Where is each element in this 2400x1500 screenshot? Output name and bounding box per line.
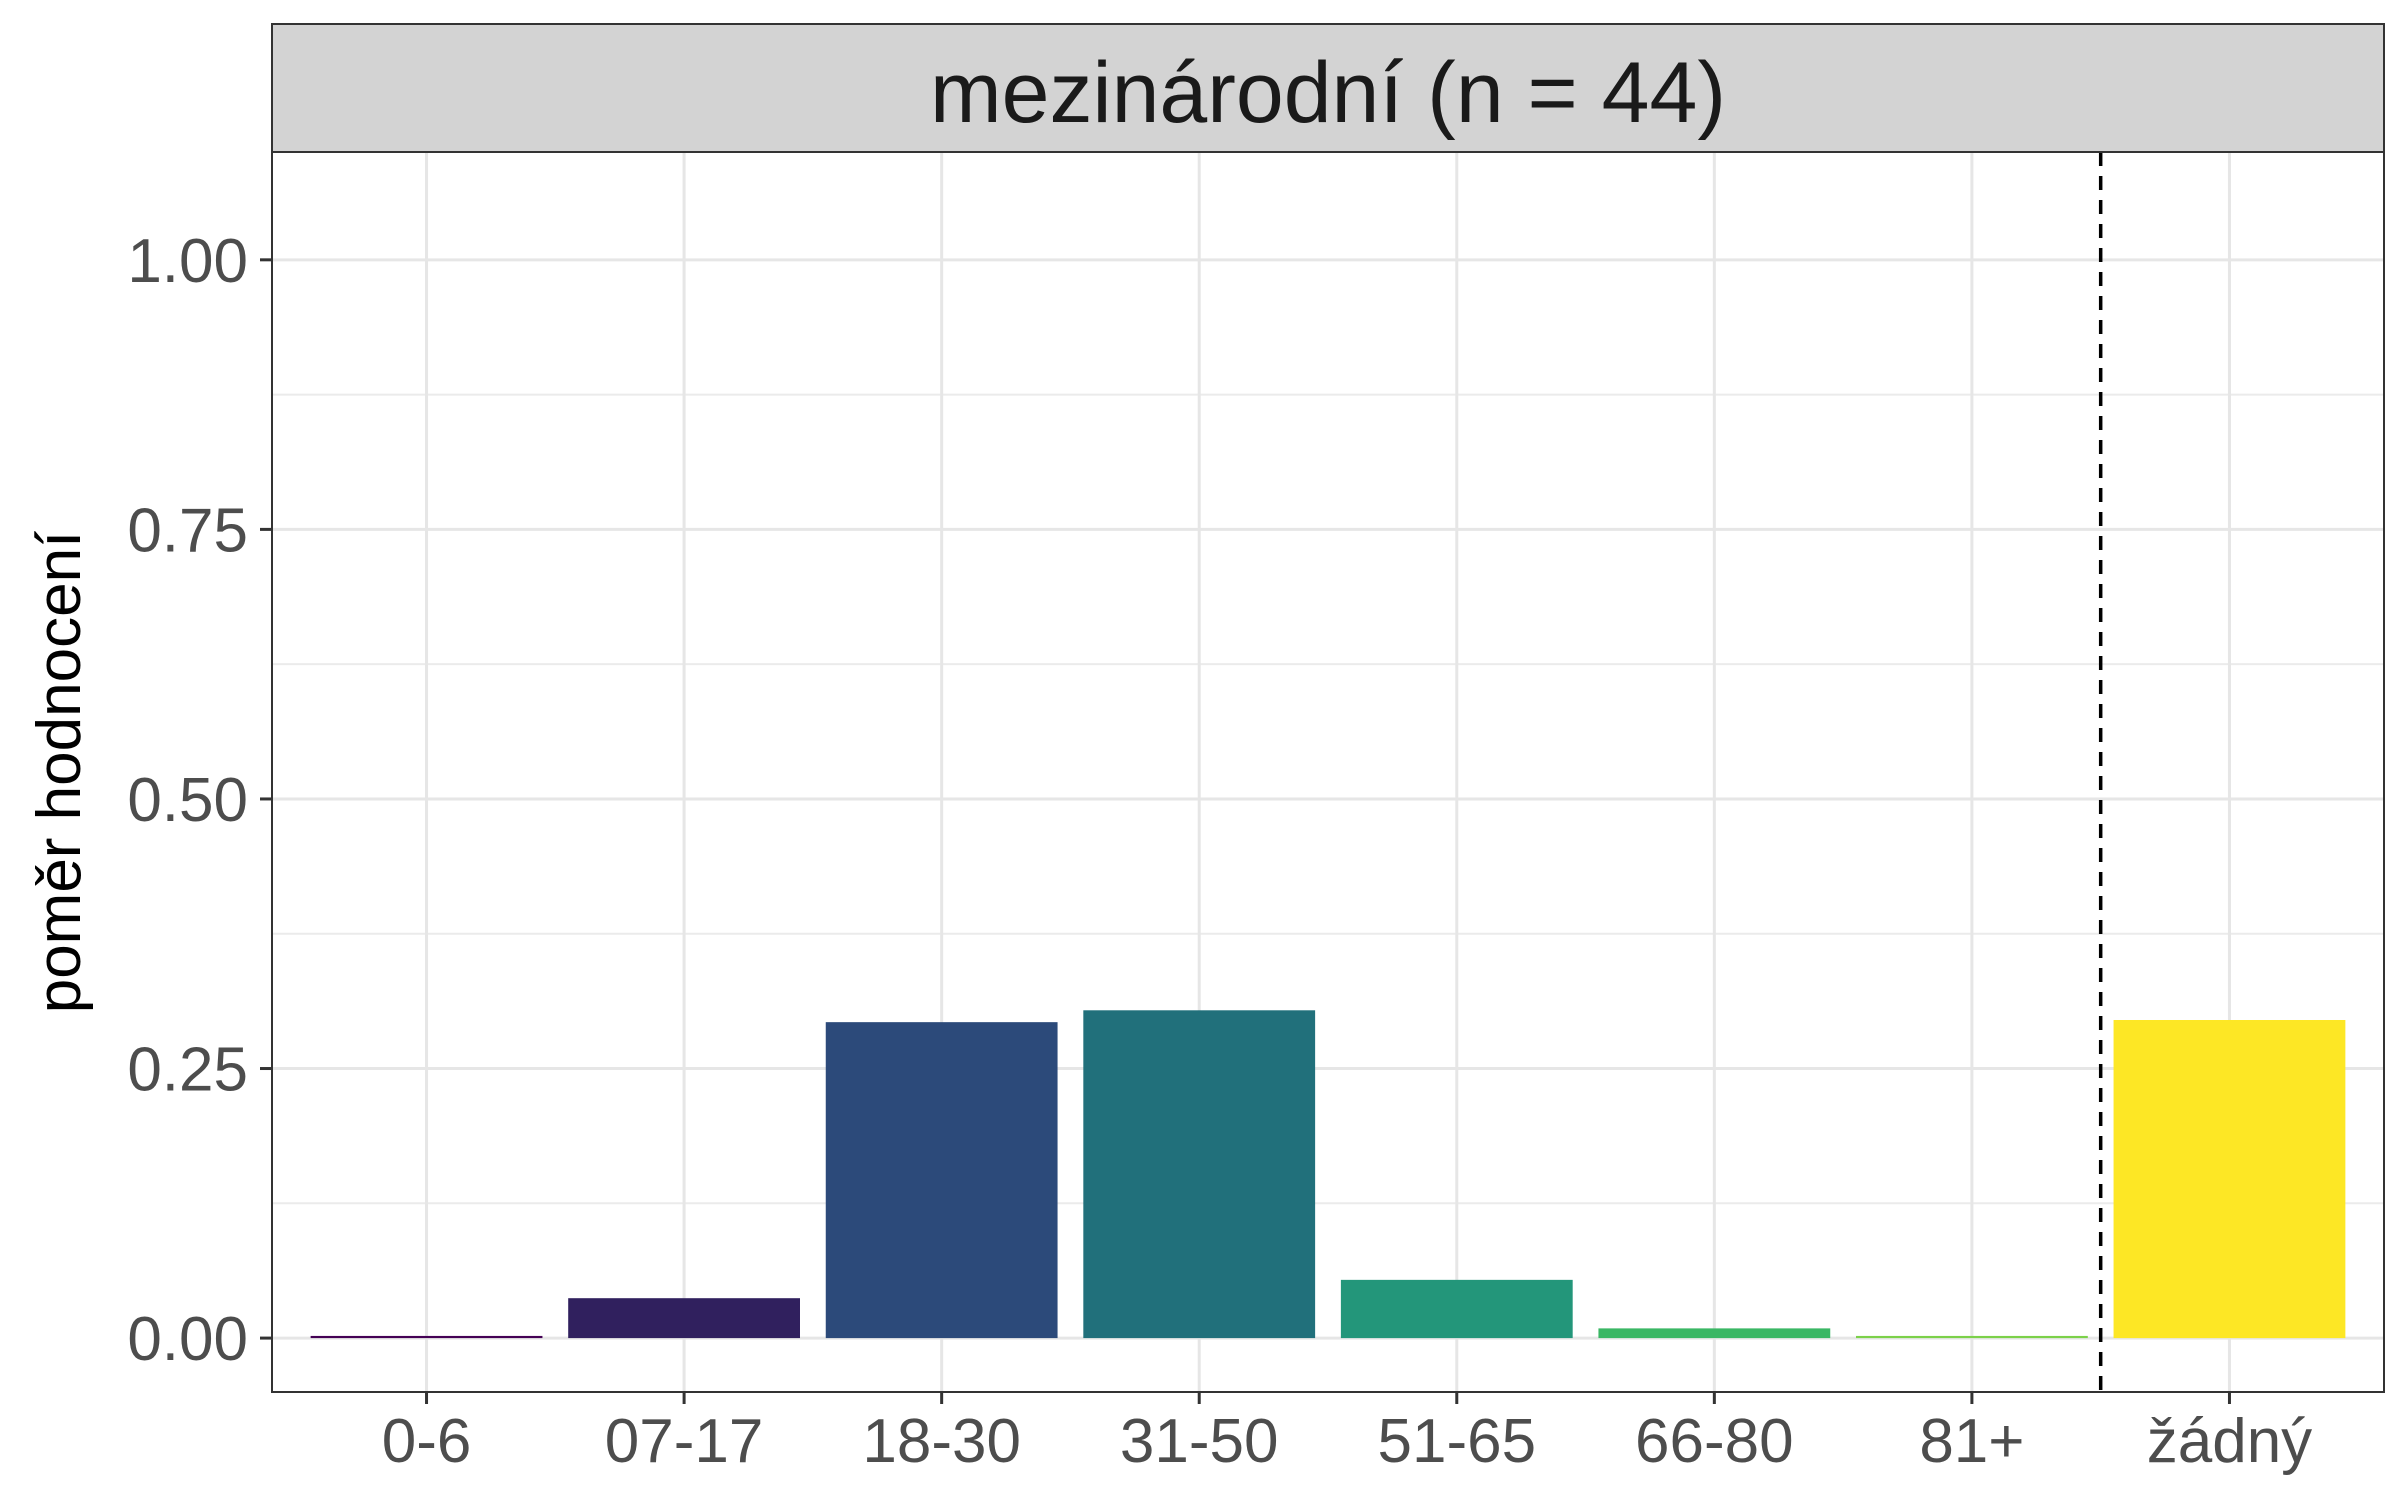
grid-lines xyxy=(272,152,2384,1392)
x-tick-label: žádný xyxy=(2147,1407,2312,1476)
facet-strip xyxy=(271,23,2385,153)
y-tick-label: 0.50 xyxy=(127,766,248,835)
panel-border xyxy=(271,151,2385,1393)
y-tick-label: 0.75 xyxy=(127,496,248,565)
facet-title: mezinárodní (n = 44) xyxy=(930,45,1726,141)
x-tick-label: 51-65 xyxy=(1377,1407,1536,1476)
bar-81+ xyxy=(1856,1335,2088,1339)
x-tick-label: 31-50 xyxy=(1120,1407,1279,1476)
bars xyxy=(310,1010,2346,1339)
bar-0-6 xyxy=(310,1335,543,1339)
bar-18-30 xyxy=(825,1022,1058,1339)
x-tick-label: 18-30 xyxy=(862,1407,1021,1476)
x-tick-label: 66-80 xyxy=(1635,1407,1794,1476)
y-tick-label: 1.00 xyxy=(127,227,248,296)
y-tick-label: 0.25 xyxy=(127,1036,248,1105)
bar-51-65 xyxy=(1340,1279,1573,1339)
plot-panel xyxy=(272,152,2384,1392)
bar-66-80 xyxy=(1598,1328,1831,1339)
x-tick-label: 07-17 xyxy=(605,1407,764,1476)
x-axis: 0-6 07-17 18-30 31-50 51-65 66-80 81+ žádný xyxy=(382,1392,2312,1476)
x-tick-label: 81+ xyxy=(1919,1407,2024,1476)
y-axis: 0.00 0.25 0.50 0.75 1.00 xyxy=(127,227,272,1374)
bar-žádný xyxy=(2113,1020,2346,1339)
x-tick-label: 0-6 xyxy=(382,1407,472,1476)
y-tick-label: 0.00 xyxy=(127,1305,248,1374)
bar-31-50 xyxy=(1083,1010,1316,1339)
y-axis-title: poměr hodnocení xyxy=(25,531,94,1014)
bar-07-17 xyxy=(568,1298,800,1339)
